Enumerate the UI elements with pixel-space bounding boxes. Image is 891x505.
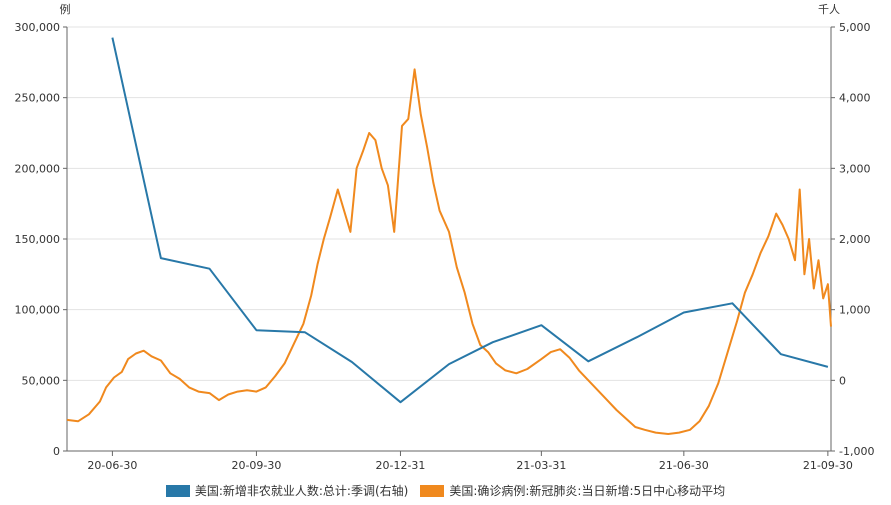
left-axis-unit: 例 <box>60 2 71 16</box>
x-tick-label: 21-09-30 <box>803 459 853 472</box>
x-tick-label: 20-09-30 <box>231 459 281 472</box>
x-tick-label: 21-06-30 <box>659 459 709 472</box>
right-tick-label: 3,000 <box>839 162 871 175</box>
series-line-payrolls <box>111 37 829 404</box>
legend-label-covid-cases: 美国:确诊病例:新冠肺炎:当日新增:5日中心移动平均 <box>449 484 726 498</box>
right-tick-label: 1,000 <box>839 304 871 317</box>
legend-swatch-payrolls <box>165 484 190 497</box>
right-tick-label: -1,000 <box>839 445 874 458</box>
left-tick-label: 100,000 <box>15 304 61 317</box>
grid-lines <box>67 26 831 381</box>
right-tick-label: 4,000 <box>839 92 871 105</box>
legend-swatch-covid-cases <box>420 484 445 497</box>
left-tick-label: 50,000 <box>22 374 61 387</box>
right-tick-label: 2,000 <box>839 233 871 246</box>
left-axis-ticks: 0 50,000 100,000 150,000 200,000 250,000 300,0… <box>15 21 67 458</box>
x-tick-label: 20-06-30 <box>87 459 137 472</box>
legend-item-payrolls[interactable]: 美国:新增非农就业人数:总计:季调(右轴) <box>165 482 409 499</box>
legend: 美国:新增非农就业人数:总计:季调(右轴) 美国:确诊病例:新冠肺炎:当日新增:… <box>0 482 891 499</box>
left-tick-label: 0 <box>53 445 60 458</box>
x-axis-ticks: 20-06-30 20-09-30 20-12-31 21-03-31 21-06-30… <box>87 451 853 472</box>
legend-label-payrolls: 美国:新增非农就业人数:总计:季调(右轴) <box>194 484 409 498</box>
right-tick-label: 0 <box>839 374 846 387</box>
left-tick-label: 300,000 <box>15 21 61 34</box>
series-line-covid-cases <box>66 68 832 435</box>
chart-canvas: 0 50,000 100,000 150,000 200,000 250,000 300,0… <box>15 2 875 472</box>
right-tick-label: 5,000 <box>839 21 871 34</box>
legend-item-covid-cases[interactable]: 美国:确诊病例:新冠肺炎:当日新增:5日中心移动平均 <box>420 482 725 499</box>
right-axis-unit: 千人 <box>818 3 840 16</box>
left-tick-label: 150,000 <box>15 233 61 246</box>
series-lines <box>66 37 832 435</box>
x-tick-label: 20-12-31 <box>375 459 425 472</box>
x-tick-label: 21-03-31 <box>516 459 566 472</box>
right-axis-ticks: -1,000 0 1,000 2,000 3,000 4,000 5,000 <box>831 21 874 458</box>
left-tick-label: 250,000 <box>15 92 61 105</box>
left-tick-label: 200,000 <box>15 162 61 175</box>
